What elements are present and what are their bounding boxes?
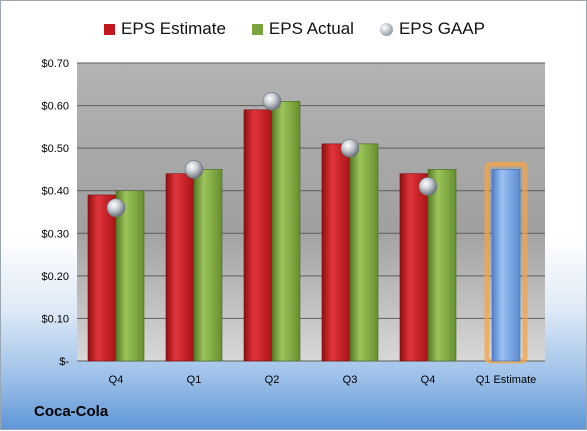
y-tick-label: $0.40 [41, 186, 69, 198]
eps-gaap-marker [106, 198, 126, 218]
bar-eps-actual [427, 169, 457, 362]
legend-label-estimate: EPS Estimate [121, 19, 226, 38]
bar-eps-estimate [165, 173, 195, 362]
x-tick-label: Q1 [187, 374, 202, 386]
y-tick-label: $0.30 [41, 228, 69, 240]
y-tick-label: $0.10 [41, 313, 69, 325]
bar-eps-actual [349, 143, 379, 362]
x-tick-label: Q3 [343, 374, 358, 386]
bar-eps-estimate [87, 194, 117, 362]
bar-eps-estimate [243, 109, 273, 362]
plot-area [77, 63, 545, 361]
legend-label-gaap: EPS GAAP [398, 19, 485, 38]
y-tick-label: $- [59, 356, 69, 368]
x-tick-label: Q1 Estimate [476, 374, 537, 386]
eps-gaap-marker [418, 177, 438, 196]
bars [87, 101, 528, 364]
legend-item-gaap: EPS GAAP [379, 19, 485, 39]
legend: EPS Estimate EPS Actual EPS GAAP [1, 19, 587, 39]
y-tick-label: $0.20 [41, 271, 69, 283]
bar-eps-actual [193, 169, 223, 362]
x-axis-ticks: Q4 Q1 Q2 Q3 Q4 Q1 Estimate [109, 374, 537, 386]
legend-label-actual: EPS Actual [268, 19, 354, 38]
gridlines [77, 62, 545, 362]
legend-item-estimate: EPS Estimate [104, 19, 226, 39]
y-axis-ticks: $- $0.10 $0.20 $0.30 $0.40 $0.50 $0.60 $0.70 [41, 58, 69, 368]
bar-eps-actual [271, 101, 301, 362]
eps-gaap-marker [184, 160, 204, 179]
bar-eps-estimate [399, 173, 429, 362]
grey-sphere-icon [379, 22, 393, 36]
eps-gaap-marker [340, 138, 360, 158]
y-tick-label: $0.50 [41, 143, 69, 155]
bar-q1-estimate [491, 169, 521, 362]
bar-eps-estimate [321, 143, 351, 362]
x-tick-label: Q2 [265, 374, 280, 386]
y-tick-label: $0.60 [41, 101, 69, 113]
eps-gaap-marker [262, 92, 282, 111]
bar-eps-actual [115, 190, 145, 362]
green-square-icon [251, 23, 263, 35]
legend-item-actual: EPS Actual [251, 19, 354, 39]
x-tick-label: Q4 [109, 374, 124, 386]
gaap-markers [106, 92, 438, 218]
x-tick-label: Q4 [421, 374, 436, 386]
red-square-icon [104, 23, 116, 35]
y-tick-label: $0.70 [41, 58, 69, 70]
company-name: Coca-Cola [34, 403, 109, 420]
